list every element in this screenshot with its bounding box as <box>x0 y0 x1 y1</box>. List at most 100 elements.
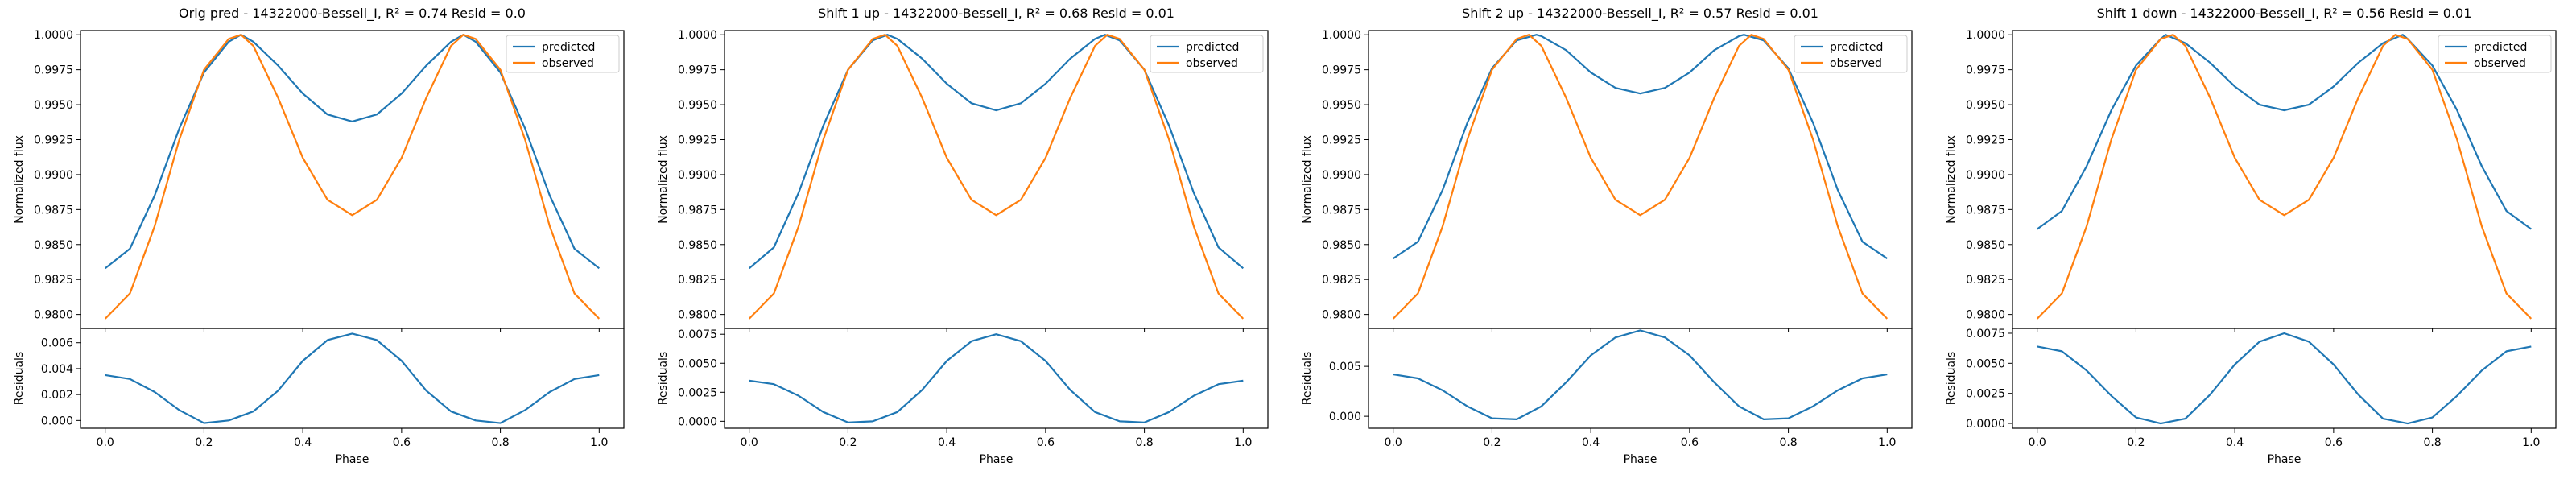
y-tick-label: 0.9925 <box>1322 134 1361 147</box>
residual-axes-frame <box>2012 328 2557 429</box>
x-tick-label: 0.2 <box>1483 436 1501 449</box>
y-tick-label: 0.9825 <box>34 274 73 287</box>
x-tick-label: 0.6 <box>393 436 411 449</box>
y-tick-label: 0.9850 <box>678 239 717 252</box>
y-tick-label: 0.9925 <box>34 134 73 147</box>
y-tick-label: 0.9925 <box>678 134 717 147</box>
residual-y-tick-label: 0.000 <box>1329 411 1361 423</box>
y-axis-label: Normalized flux <box>1301 135 1314 224</box>
main-axes-frame <box>1368 30 1913 329</box>
chart-title: Shift 2 up - 14322000-Bessell_I, R² = 0.… <box>1462 6 1818 22</box>
x-tick-label: 0.0 <box>2029 436 2046 449</box>
predicted-line <box>2037 34 2532 230</box>
y-tick-label: 0.9800 <box>1322 309 1361 322</box>
legend-label-observed: observed <box>2474 57 2526 70</box>
y-tick-label: 0.9800 <box>34 309 73 322</box>
x-tick-label: 0.8 <box>2423 436 2441 449</box>
x-tick-label: 0.0 <box>741 436 758 449</box>
x-tick-label: 0.4 <box>294 436 312 449</box>
y-tick-label: 0.9975 <box>678 64 717 77</box>
main-axes-frame <box>2012 30 2557 329</box>
legend-label-predicted: predicted <box>1186 41 1239 54</box>
y-axis-label: Normalized flux <box>13 135 26 224</box>
x-axis-label: Phase <box>1624 453 1657 466</box>
residual-y-tick-label: 0.000 <box>41 415 73 427</box>
x-tick-label: 1.0 <box>590 436 608 449</box>
residual-y-tick-label: 0.0000 <box>678 415 717 428</box>
chart-title: Shift 1 up - 14322000-Bessell_I, R² = 0.… <box>818 6 1174 22</box>
observed-line <box>1392 34 1889 320</box>
residual-y-tick-label: 0.0050 <box>1966 357 2005 370</box>
legend-label-observed: observed <box>1830 57 1882 70</box>
residual-axes-frame <box>80 328 625 429</box>
x-tick-label: 0.4 <box>2226 436 2244 449</box>
legend-label-observed: observed <box>1186 57 1238 70</box>
x-axis-label: Phase <box>336 453 369 466</box>
legend-label-predicted: predicted <box>2474 41 2527 54</box>
x-tick-label: 0.0 <box>1385 436 1402 449</box>
x-tick-label: 1.0 <box>2522 436 2540 449</box>
residual-line <box>749 333 1244 423</box>
x-tick-label: 0.6 <box>1037 436 1055 449</box>
x-tick-label: 0.4 <box>1582 436 1600 449</box>
residual-y-axis-label: Residuals <box>657 352 670 405</box>
x-tick-label: 0.8 <box>1135 436 1153 449</box>
y-tick-label: 0.9850 <box>1966 239 2005 252</box>
y-tick-label: 1.0000 <box>1966 29 2005 42</box>
y-tick-label: 0.9900 <box>678 169 717 182</box>
residual-axes-frame <box>1368 328 1913 429</box>
y-tick-label: 0.9900 <box>1322 169 1361 182</box>
residual-line <box>105 332 600 424</box>
residual-y-tick-label: 0.0025 <box>678 386 717 399</box>
x-tick-label: 0.4 <box>938 436 956 449</box>
residual-y-tick-label: 0.002 <box>41 389 73 402</box>
residual-y-tick-label: 0.004 <box>41 363 73 376</box>
y-tick-label: 0.9850 <box>34 239 73 252</box>
residual-y-tick-label: 0.0075 <box>678 328 717 341</box>
x-tick-label: 0.0 <box>97 436 114 449</box>
y-tick-label: 1.0000 <box>678 29 717 42</box>
y-tick-label: 0.9850 <box>1322 239 1361 252</box>
y-tick-label: 0.9825 <box>1966 274 2005 287</box>
legend-label-observed: observed <box>542 57 594 70</box>
chart-title: Orig pred - 14322000-Bessell_I, R² = 0.7… <box>179 6 526 22</box>
y-tick-label: 0.9800 <box>678 309 717 322</box>
y-tick-label: 0.9975 <box>1322 64 1361 77</box>
residual-y-tick-label: 0.0000 <box>1966 418 2005 431</box>
y-axis-label: Normalized flux <box>657 135 670 224</box>
x-axis-label: Phase <box>980 453 1013 466</box>
y-tick-label: 0.9875 <box>1966 204 2005 217</box>
x-tick-label: 0.2 <box>839 436 857 449</box>
residual-y-tick-label: 0.0050 <box>678 357 717 370</box>
y-tick-label: 0.9875 <box>1322 204 1361 217</box>
y-tick-label: 0.9950 <box>1322 99 1361 112</box>
y-tick-label: 0.9875 <box>34 204 73 217</box>
y-tick-label: 0.9800 <box>1966 309 2005 322</box>
residual-y-tick-label: 0.005 <box>1329 361 1361 374</box>
y-tick-label: 0.9950 <box>1966 99 2005 112</box>
residual-y-tick-label: 0.0075 <box>1966 328 2005 341</box>
main-axes-frame <box>80 30 625 329</box>
residual-axes-frame <box>724 328 1269 429</box>
legend-label-predicted: predicted <box>542 41 595 54</box>
residual-y-axis-label: Residuals <box>1301 352 1314 405</box>
observed-line <box>2036 34 2533 320</box>
x-tick-label: 0.8 <box>491 436 509 449</box>
y-tick-label: 0.9900 <box>1966 169 2005 182</box>
residual-y-axis-label: Residuals <box>13 352 26 405</box>
observed-line <box>104 34 601 320</box>
residual-y-tick-label: 0.006 <box>41 337 73 350</box>
x-tick-label: 1.0 <box>1878 436 1896 449</box>
x-tick-label: 0.2 <box>2127 436 2145 449</box>
y-tick-label: 1.0000 <box>1322 29 1361 42</box>
y-tick-label: 0.9975 <box>1966 64 2005 77</box>
y-tick-label: 0.9875 <box>678 204 717 217</box>
residual-y-tick-label: 0.0025 <box>1966 388 2005 401</box>
y-tick-label: 0.9825 <box>1322 274 1361 287</box>
x-tick-label: 0.6 <box>1681 436 1699 449</box>
x-tick-label: 1.0 <box>1234 436 1252 449</box>
y-tick-label: 0.9825 <box>678 274 717 287</box>
y-axis-label: Normalized flux <box>1945 135 1958 224</box>
y-tick-label: 0.9950 <box>34 99 73 112</box>
residual-line <box>2037 332 2532 425</box>
